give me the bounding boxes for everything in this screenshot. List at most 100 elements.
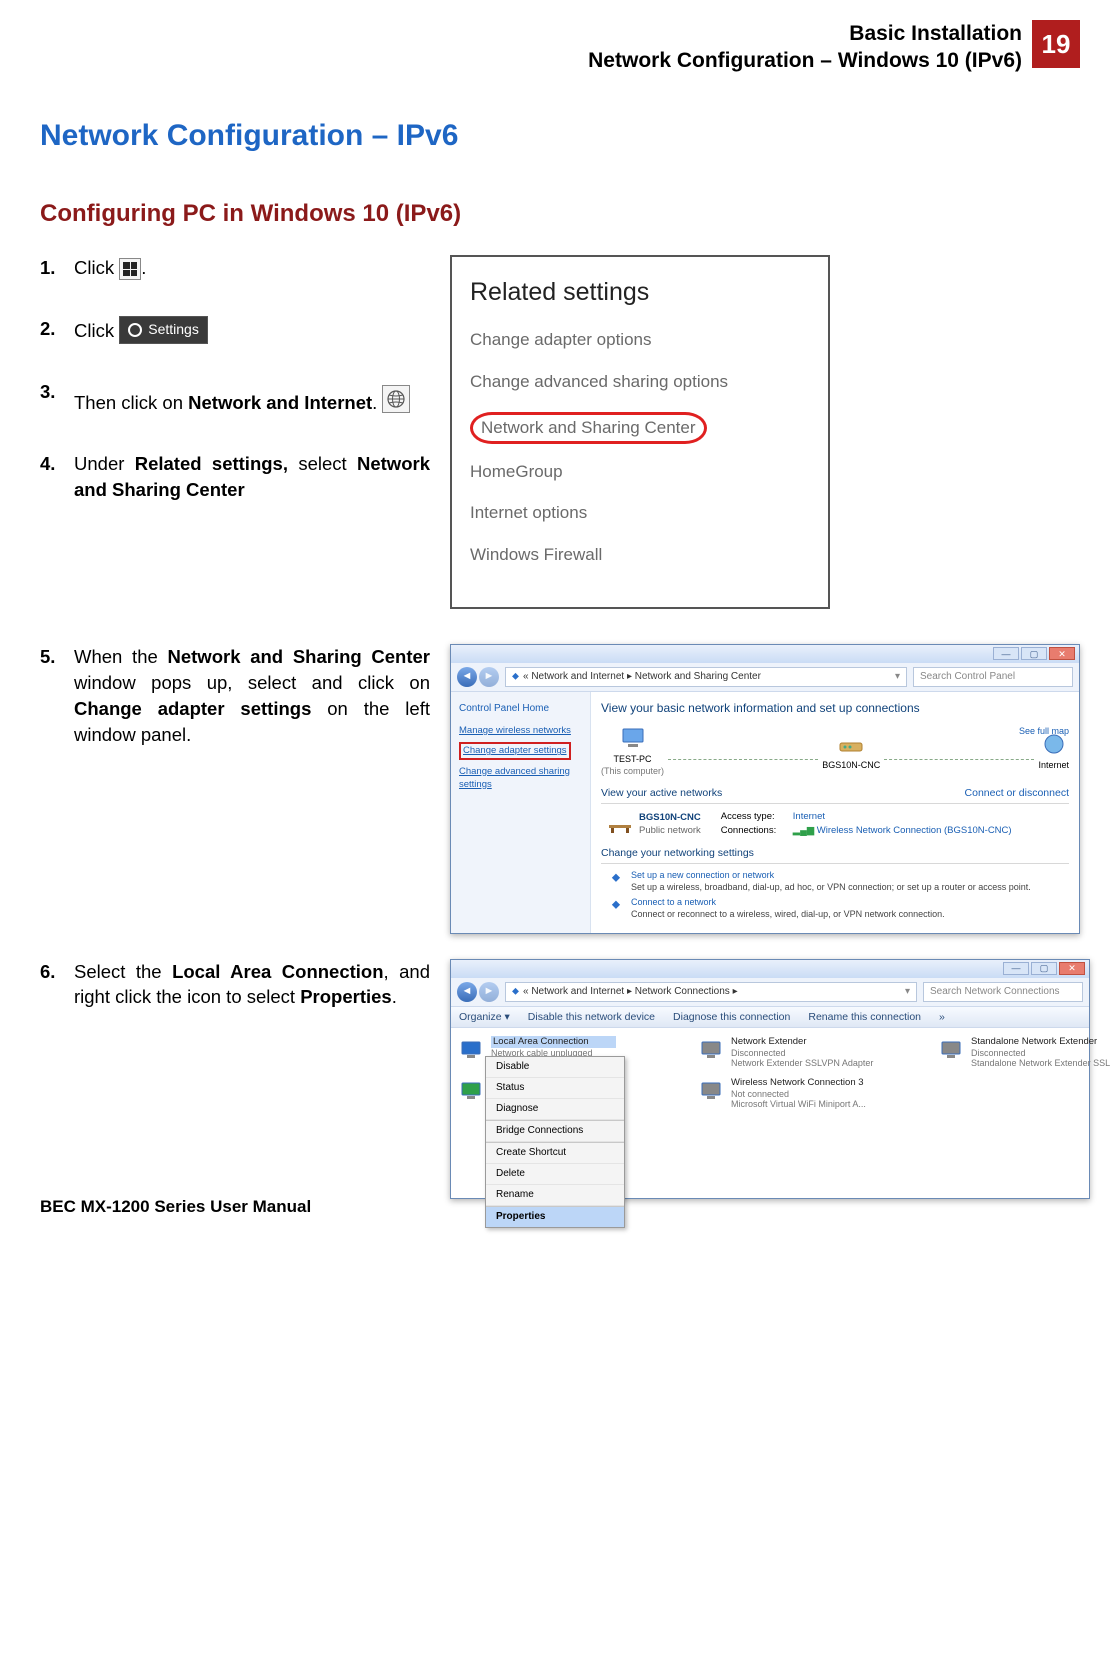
adapter-icon [939,1036,965,1062]
step-3-t1: Then click on [74,392,188,413]
change-item[interactable]: ⬥Set up a new connection or networkSet u… [607,870,1069,893]
nc-col-1: Local Area ConnectionNetwork cable unplu… [459,1036,649,1110]
step-6-t1: Select the [74,961,172,982]
conn-details: Access type:Internet Connections:▂▄▆ Wir… [721,810,1012,839]
step-5: 5. When the Network and Sharing Center w… [40,644,430,748]
nsc-window: — ▢ ✕ ◄ ► ⬥« Network and Internet ▸ Netw… [450,644,1080,934]
step-6-num: 6. [40,959,74,1011]
nc-body: Local Area ConnectionNetwork cable unplu… [451,1028,1089,1198]
related-item[interactable]: Internet options [470,501,810,525]
back-button[interactable]: ◄ [457,667,477,687]
step-5-t2: window pops up, select and click on [74,672,430,693]
header-text: Basic Installation Network Configuration… [588,20,1022,75]
header-line1: Basic Installation [588,20,1022,47]
connection-item[interactable]: Wireless Network Connection 3Not connect… [699,1077,889,1110]
step-6-b1: Local Area Connection [172,961,383,982]
page-header: Basic Installation Network Configuration… [40,20,1080,75]
close-button[interactable]: ✕ [1059,962,1085,975]
network-name: BGS10N-CNC [639,811,701,824]
control-panel-home[interactable]: Control Panel Home [459,702,582,716]
search-input[interactable]: Search Control Panel [913,667,1073,687]
address-bar[interactable]: ⬥« Network and Internet ▸ Network Connec… [505,982,917,1002]
toolbar-item[interactable]: » [939,1010,945,1025]
conn-val[interactable]: Wireless Network Connection (BGS10N-CNC) [817,825,1012,836]
sidebar-link[interactable]: Change adapter settings [459,742,571,759]
related-item[interactable]: Change advanced sharing options [470,370,810,394]
node-pc: TEST-PC (This computer) [601,725,664,778]
related-item[interactable]: Change adapter options [470,328,810,352]
nsc-main: View your basic network information and … [591,692,1079,933]
step-5-b2: Change adapter settings [74,698,311,719]
search-input[interactable]: Search Network Connections [923,982,1083,1002]
step-4-b1: Related settings, [135,453,288,474]
change-icon: ⬥ [607,897,625,920]
step-5-body: When the Network and Sharing Center wind… [74,644,430,748]
step-1-body: Click . [74,255,430,281]
close-button[interactable]: ✕ [1049,647,1075,660]
footer: BEC MX-1200 Series User Manual [40,1195,311,1219]
page-number: 19 [1032,20,1080,68]
change-item[interactable]: ⬥Connect to a networkConnect or reconnec… [607,897,1069,920]
step-4-t2: select [288,453,357,474]
context-menu: DisableStatusDiagnoseBridge ConnectionsC… [485,1056,625,1228]
context-menu-item[interactable]: Diagnose [486,1099,624,1120]
nsc-sidebar: Control Panel Home Manage wireless netwo… [451,692,591,933]
context-menu-item[interactable]: Properties [486,1207,624,1227]
connection-item[interactable]: Standalone Network ExtenderDisconnectedS… [939,1036,1110,1069]
context-menu-item[interactable]: Create Shortcut [486,1143,624,1164]
context-menu-item[interactable]: Delete [486,1164,624,1185]
adapter-icon [699,1036,725,1062]
steps-col-1: 1. Click . 2. Click Settings 3. Then cli… [40,255,430,537]
row-step-5: 5. When the Network and Sharing Center w… [40,644,1080,934]
forward-button[interactable]: ► [479,982,499,1002]
nav-buttons: ◄ ► [457,667,499,687]
context-menu-item[interactable]: Bridge Connections [486,1121,624,1142]
maximize-button[interactable]: ▢ [1021,647,1047,660]
adapter-icon [699,1077,725,1103]
related-item[interactable]: Windows Firewall [470,543,810,567]
net-info: BGS10N-CNC Public network [639,811,701,838]
node-pc-name: TEST-PC [601,753,664,766]
node-pc-sub: (This computer) [601,765,664,778]
sidebar-link[interactable]: Manage wireless networks [459,724,582,737]
network-type: Public network [639,824,701,837]
connect-disconnect[interactable]: Connect or disconnect [965,786,1069,801]
steps-col-2: 5. When the Network and Sharing Center w… [40,644,430,783]
maximize-button[interactable]: ▢ [1031,962,1057,975]
step-4-body: Under Related settings, select Network a… [74,451,430,503]
row-steps-1-4: 1. Click . 2. Click Settings 3. Then cli… [40,255,1080,609]
related-item[interactable]: HomeGroup [470,460,810,484]
access-val[interactable]: Internet [793,811,825,822]
step-6-t3: . [392,986,397,1007]
context-menu-item[interactable]: Rename [486,1185,624,1206]
step-5-b1: Network and Sharing Center [168,646,431,667]
router-icon [836,731,866,757]
step-2: 2. Click Settings [40,316,430,344]
see-full-map[interactable]: See full map [1019,725,1069,738]
step-1-pre: Click [74,257,119,278]
address-bar[interactable]: ⬥« Network and Internet ▸ Network and Sh… [505,667,907,687]
step-3-t2: . [372,392,377,413]
context-menu-item[interactable]: Status [486,1078,624,1099]
nc-col-2: Network ExtenderDisconnectedNetwork Exte… [699,1036,889,1110]
access-label: Access type: [721,810,793,824]
back-button[interactable]: ◄ [457,982,477,1002]
context-menu-item[interactable]: Disable [486,1057,624,1078]
toolbar-item[interactable]: Diagnose this connection [673,1010,790,1025]
minimize-button[interactable]: — [993,647,1019,660]
forward-button[interactable]: ► [479,667,499,687]
toolbar-item[interactable]: Rename this connection [808,1010,921,1025]
step-2-pre: Click [74,320,119,341]
active-network: BGS10N-CNC Public network Access type:In… [601,810,1069,839]
step-3-num: 3. [40,379,74,416]
toolbar-item[interactable]: Organize ▾ [459,1010,510,1025]
connection-item[interactable]: Network ExtenderDisconnectedNetwork Exte… [699,1036,889,1069]
minimize-button[interactable]: — [1003,962,1029,975]
nsc-address-row: ◄ ► ⬥« Network and Internet ▸ Network an… [451,663,1079,692]
related-item[interactable]: Network and Sharing Center [470,412,707,444]
toolbar-item[interactable]: Disable this network device [528,1010,655,1025]
sidebar-link[interactable]: Change advanced sharing settings [459,765,582,792]
step-4-t1: Under [74,453,135,474]
active-networks-head: View your active networks Connect or dis… [601,786,1069,804]
related-settings-items: Change adapter options Change advanced sh… [470,328,810,567]
